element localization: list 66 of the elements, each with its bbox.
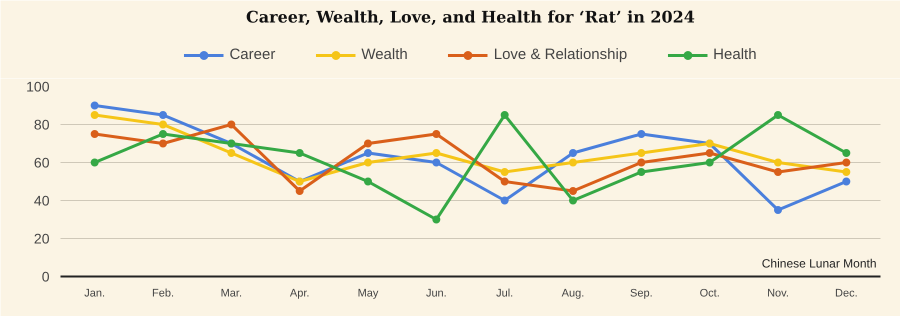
point <box>500 196 509 204</box>
point <box>364 149 372 157</box>
point <box>637 158 646 166</box>
legend-label: Wealth <box>361 46 408 63</box>
point <box>296 149 304 157</box>
y-tick-label: 40 <box>34 192 50 208</box>
y-tick-label: 80 <box>34 116 50 132</box>
point <box>159 111 167 119</box>
chart-title: Career, Wealth, Love, and Health for ‘Rat’ in 2024 <box>246 8 695 26</box>
point <box>227 120 236 128</box>
x-tick-label: Dec. <box>835 288 858 300</box>
x-tick-label: May <box>358 288 379 300</box>
point <box>500 168 509 176</box>
point <box>296 187 304 195</box>
point <box>842 158 850 166</box>
point <box>774 206 782 214</box>
point <box>432 158 440 166</box>
x-tick-label: Feb. <box>152 288 174 300</box>
point <box>569 149 577 157</box>
point <box>706 158 714 166</box>
point <box>842 149 850 157</box>
point <box>90 102 99 110</box>
point <box>774 158 782 166</box>
y-tick-label: 0 <box>42 268 50 284</box>
point <box>159 140 167 148</box>
point <box>637 168 646 176</box>
point <box>159 120 167 128</box>
x-tick-label: Oct. <box>700 288 720 300</box>
point <box>159 130 167 138</box>
point <box>637 130 646 138</box>
point <box>227 149 236 157</box>
legend-label: Love & Relationship <box>494 46 628 63</box>
point <box>842 178 850 186</box>
x-tick-label: Sep. <box>630 288 653 300</box>
legend-label: Health <box>713 46 757 63</box>
point <box>500 178 509 186</box>
point <box>569 187 577 195</box>
point <box>364 178 372 186</box>
point <box>569 158 577 166</box>
point <box>500 111 509 119</box>
point <box>569 196 577 204</box>
point <box>90 111 99 119</box>
point <box>90 158 99 166</box>
y-tick-label: 20 <box>34 230 50 246</box>
point <box>842 168 850 176</box>
point <box>364 140 372 148</box>
x-tick-label: Jul. <box>496 288 514 300</box>
point <box>774 111 782 119</box>
x-tick-label: Jun. <box>426 288 447 300</box>
x-tick-label: Nov. <box>767 288 789 300</box>
x-tick-label: Aug. <box>562 288 584 300</box>
y-tick-label: 100 <box>26 78 50 94</box>
point <box>432 216 440 224</box>
x-tick-label: Apr. <box>290 288 310 300</box>
point <box>637 149 646 157</box>
x-tick-label: Jan. <box>84 288 106 300</box>
point <box>774 168 782 176</box>
point <box>432 130 440 138</box>
y-tick-label: 60 <box>34 154 50 170</box>
point <box>364 158 372 166</box>
x-axis-title: Chinese Lunar Month <box>762 256 877 270</box>
x-tick-label: Mar. <box>220 288 242 300</box>
point <box>706 149 714 157</box>
point <box>432 149 440 157</box>
point <box>90 130 99 138</box>
legend-label: Career <box>229 46 276 63</box>
